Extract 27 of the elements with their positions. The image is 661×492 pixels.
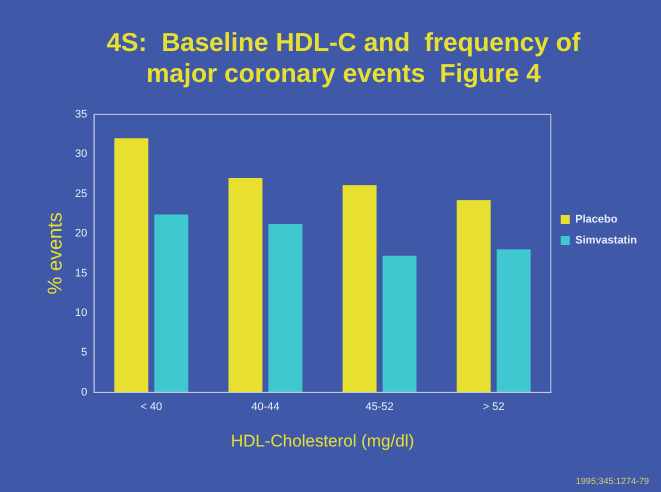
x-axis-title: HDL-Cholesterol (mg/dl) bbox=[230, 431, 414, 450]
x-tick-label: < 40 bbox=[140, 401, 162, 414]
y-tick-label: 20 bbox=[74, 228, 88, 240]
y-tick-label: 30 bbox=[74, 148, 88, 160]
y-tick-label: 25 bbox=[74, 188, 88, 200]
legend-label: Placebo bbox=[575, 214, 618, 226]
x-tick-label: > 52 bbox=[482, 401, 505, 414]
text: 4S: Baseline HDL-C and frequency of bbox=[106, 26, 580, 57]
bar bbox=[496, 249, 531, 392]
x-tick-label: 45-52 bbox=[365, 401, 394, 414]
bar bbox=[456, 200, 491, 392]
bar bbox=[268, 224, 302, 392]
legend-label: Simvastatin bbox=[575, 234, 638, 247]
y-tick-label: 15 bbox=[74, 267, 88, 280]
bar bbox=[154, 214, 188, 392]
bar bbox=[342, 185, 377, 392]
bar bbox=[228, 178, 262, 392]
bar bbox=[114, 138, 148, 392]
y-tick-label: 35 bbox=[74, 108, 88, 120]
bar bbox=[382, 256, 417, 392]
y-tick-label: 5 bbox=[81, 346, 88, 359]
y-axis-title: % events bbox=[44, 212, 67, 295]
x-tick-label: 40-44 bbox=[251, 401, 280, 414]
y-tick-label: 0 bbox=[81, 386, 88, 398]
text: major coronary events Figure 4 bbox=[146, 58, 541, 88]
text: 1995;345:1274-79 bbox=[576, 476, 649, 486]
y-tick-label: 10 bbox=[74, 307, 88, 320]
